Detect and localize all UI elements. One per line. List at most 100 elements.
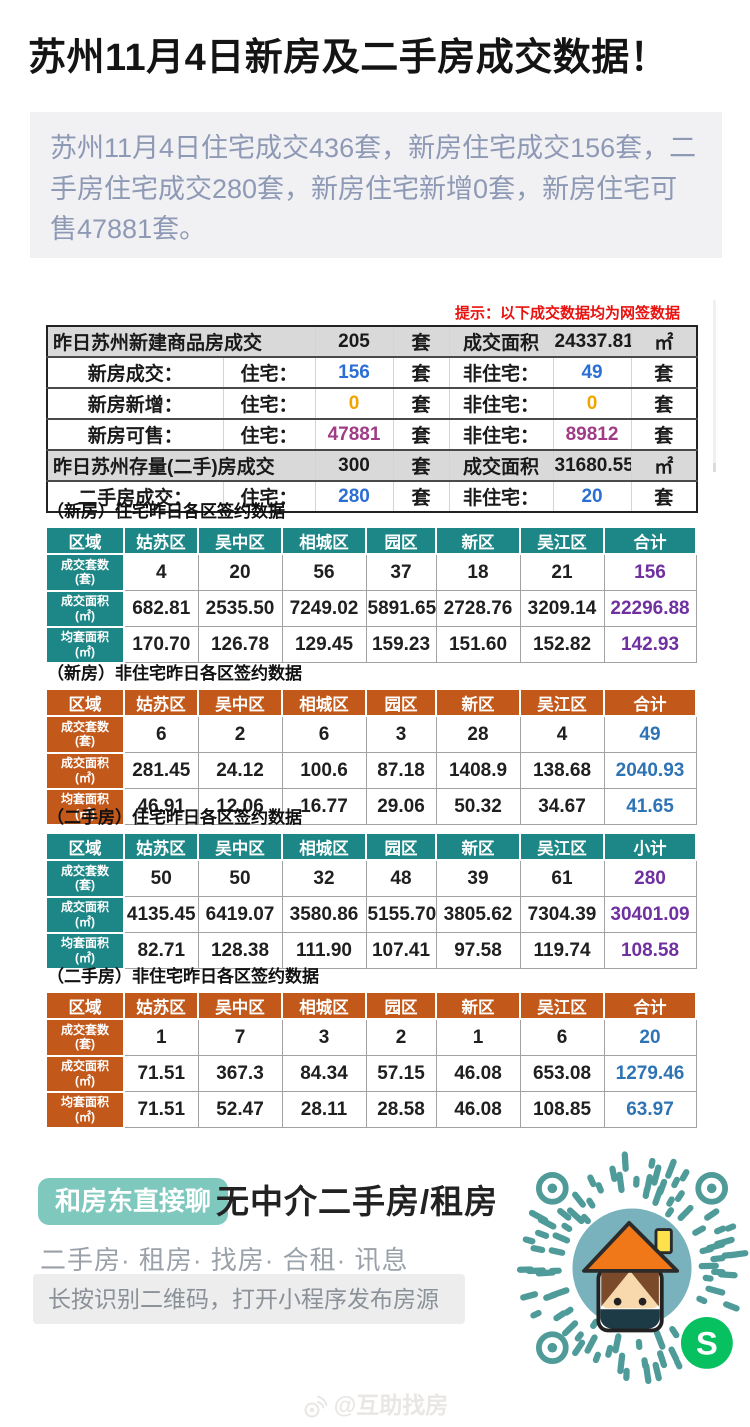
district-header-row: 区域 姑苏区 吴中区 相城区 园区 新区 吴江区 合计 (45, 688, 697, 717)
table-row: 成交面积 (㎡) 682.81 2535.50 7249.02 5891.65 2728.7… (45, 589, 697, 628)
summary-label: 昨日苏州存量(二手)房成交 (47, 449, 316, 481)
data-cell: 71.51 (123, 1091, 199, 1128)
row-header-unit: (㎡) (75, 1109, 95, 1124)
nonresidential-label: 非住宅： (448, 356, 554, 388)
column-header: 吴中区 (197, 832, 283, 861)
data-cell: 107.41 (365, 932, 437, 969)
column-header: 相城区 (281, 688, 367, 717)
total-column-header: 合计 (603, 688, 697, 717)
nonresidential-value: 49 (552, 356, 632, 388)
row-header-unit: (㎡) (75, 770, 95, 785)
table-row: 成交面积 (㎡) 281.45 24.12 100.6 87.18 1408.9 138.68… (45, 751, 697, 790)
total-cell: 30401.09 (603, 896, 697, 933)
data-cell: 129.45 (281, 626, 367, 663)
data-cell: 46.08 (435, 1091, 521, 1128)
row-header-label: 均套面积 (60, 936, 109, 951)
column-header: 姑苏区 (123, 688, 199, 717)
scrollbar[interactable] (713, 300, 716, 472)
table-title: （二手房）住宅昨日各区签约数据 (47, 808, 302, 827)
row-header-unit: (㎡) (75, 608, 95, 623)
summary-label: 新房成交： (47, 356, 223, 388)
column-header: 姑苏区 (123, 991, 199, 1020)
data-cell: 24.12 (197, 752, 283, 789)
data-cell: 87.18 (365, 752, 437, 789)
row-header-label: 成交套数 (60, 719, 109, 734)
summary-box: 苏州11月4日住宅成交436套，新房住宅成交156套，二手房住宅成交280套，新… (30, 112, 722, 258)
data-cell: 653.08 (519, 1055, 605, 1092)
residential-value: 156 (314, 356, 394, 388)
column-header: 吴江区 (519, 526, 605, 555)
total-cell: 108.58 (603, 932, 697, 969)
unit-label: 套 (392, 480, 450, 512)
unit-label: 套 (392, 418, 450, 450)
svg-text:S: S (696, 1324, 718, 1361)
data-cell: 119.74 (519, 932, 605, 969)
column-header: 相城区 (281, 832, 367, 861)
data-cell: 3 (365, 715, 437, 753)
data-cell: 128.38 (197, 932, 283, 969)
table-title: （新房）非住宅昨日各区签约数据 (47, 664, 302, 683)
data-cell: 16.77 (281, 788, 367, 825)
table-row: 均套面积 (㎡) 71.51 52.47 28.11 28.58 46.08 108.85 63… (45, 1090, 697, 1129)
row-header-label: 均套面积 (60, 1095, 109, 1110)
data-cell: 100.6 (281, 752, 367, 789)
total-column-header: 小计 (603, 832, 697, 861)
row-header: 成交套数 (套) (45, 859, 125, 898)
unit-label: 套 (630, 356, 698, 388)
data-cell: 1 (435, 1018, 521, 1056)
row-header: 成交套数 (套) (45, 1018, 125, 1057)
data-cell: 111.90 (281, 932, 367, 969)
data-cell: 71.51 (123, 1055, 199, 1092)
residential-value: 47881 (314, 418, 394, 450)
data-cell: 4 (123, 553, 199, 591)
unit-label: 套 (630, 418, 698, 450)
qr-tip: 长按识别二维码，打开小程序发布房源 (33, 1274, 465, 1324)
data-cell: 108.85 (519, 1091, 605, 1128)
summary-area-label: 成交面积 (448, 326, 554, 357)
data-cell: 2 (197, 715, 283, 753)
watermark: @互助找房 (0, 1386, 750, 1420)
summary-label: 新房新增： (47, 387, 223, 419)
data-cell: 126.78 (197, 626, 283, 663)
column-header: 园区 (365, 991, 437, 1020)
data-cell: 2728.76 (435, 590, 521, 627)
data-cell: 28.11 (281, 1091, 367, 1128)
column-header: 姑苏区 (123, 832, 199, 861)
unit-label: 套 (630, 480, 698, 512)
data-cell: 138.68 (519, 752, 605, 789)
wechat-miniprogram-icon: S (680, 1316, 733, 1369)
scrollbar-thumb[interactable] (713, 463, 716, 472)
row-header: 均套面积 (㎡) (45, 787, 125, 826)
column-header: 园区 (365, 832, 437, 861)
row-header: 均套面积 (㎡) (45, 1090, 125, 1129)
column-header: 区域 (45, 832, 125, 861)
column-header: 吴江区 (519, 688, 605, 717)
row-header-unit: (㎡) (75, 644, 95, 659)
data-cell: 46.91 (123, 788, 199, 825)
hint-text: 提示：以下成交数据均为网签数据 (454, 305, 680, 322)
row-header: 成交面积 (㎡) (45, 895, 125, 934)
data-cell: 6 (519, 1018, 605, 1056)
row-header-unit: (㎡) (75, 950, 95, 965)
district-table-section: （新房）住宅昨日各区签约数据 区域 姑苏区 吴中区 相城区 园区 新区 吴江区 合计 成交套数 (套… (45, 497, 697, 664)
chat-owner-badge: 和房东直接聊 (38, 1178, 229, 1225)
summary-row: 新房新增： 住宅： 0 套非住宅： 0 套 (47, 387, 698, 419)
column-header: 新区 (435, 526, 521, 555)
row-header-unit: (㎡) (75, 914, 95, 929)
district-header-row: 区域 姑苏区 吴中区 相城区 园区 新区 吴江区 合计 (45, 991, 697, 1020)
summary-area-label: 成交面积 (448, 449, 554, 481)
data-cell: 50.32 (435, 788, 521, 825)
summary-area-value: 31680.55 (552, 449, 632, 481)
nonresidential-value: 89812 (552, 418, 632, 450)
data-cell: 1408.9 (435, 752, 521, 789)
data-cell: 28 (435, 715, 521, 753)
table-row: 成交套数 (套) 1 7 3 2 1 6 20 (45, 1018, 697, 1057)
data-cell: 61 (519, 859, 605, 897)
summary-label: 新房可售： (47, 418, 223, 450)
data-cell: 56 (281, 553, 367, 591)
table-row: 成交面积 (㎡) 4135.45 6419.07 3580.86 5155.70 3805.… (45, 895, 697, 934)
unit-label: 套 (392, 356, 450, 388)
nonresidential-label: 非住宅： (448, 418, 554, 450)
